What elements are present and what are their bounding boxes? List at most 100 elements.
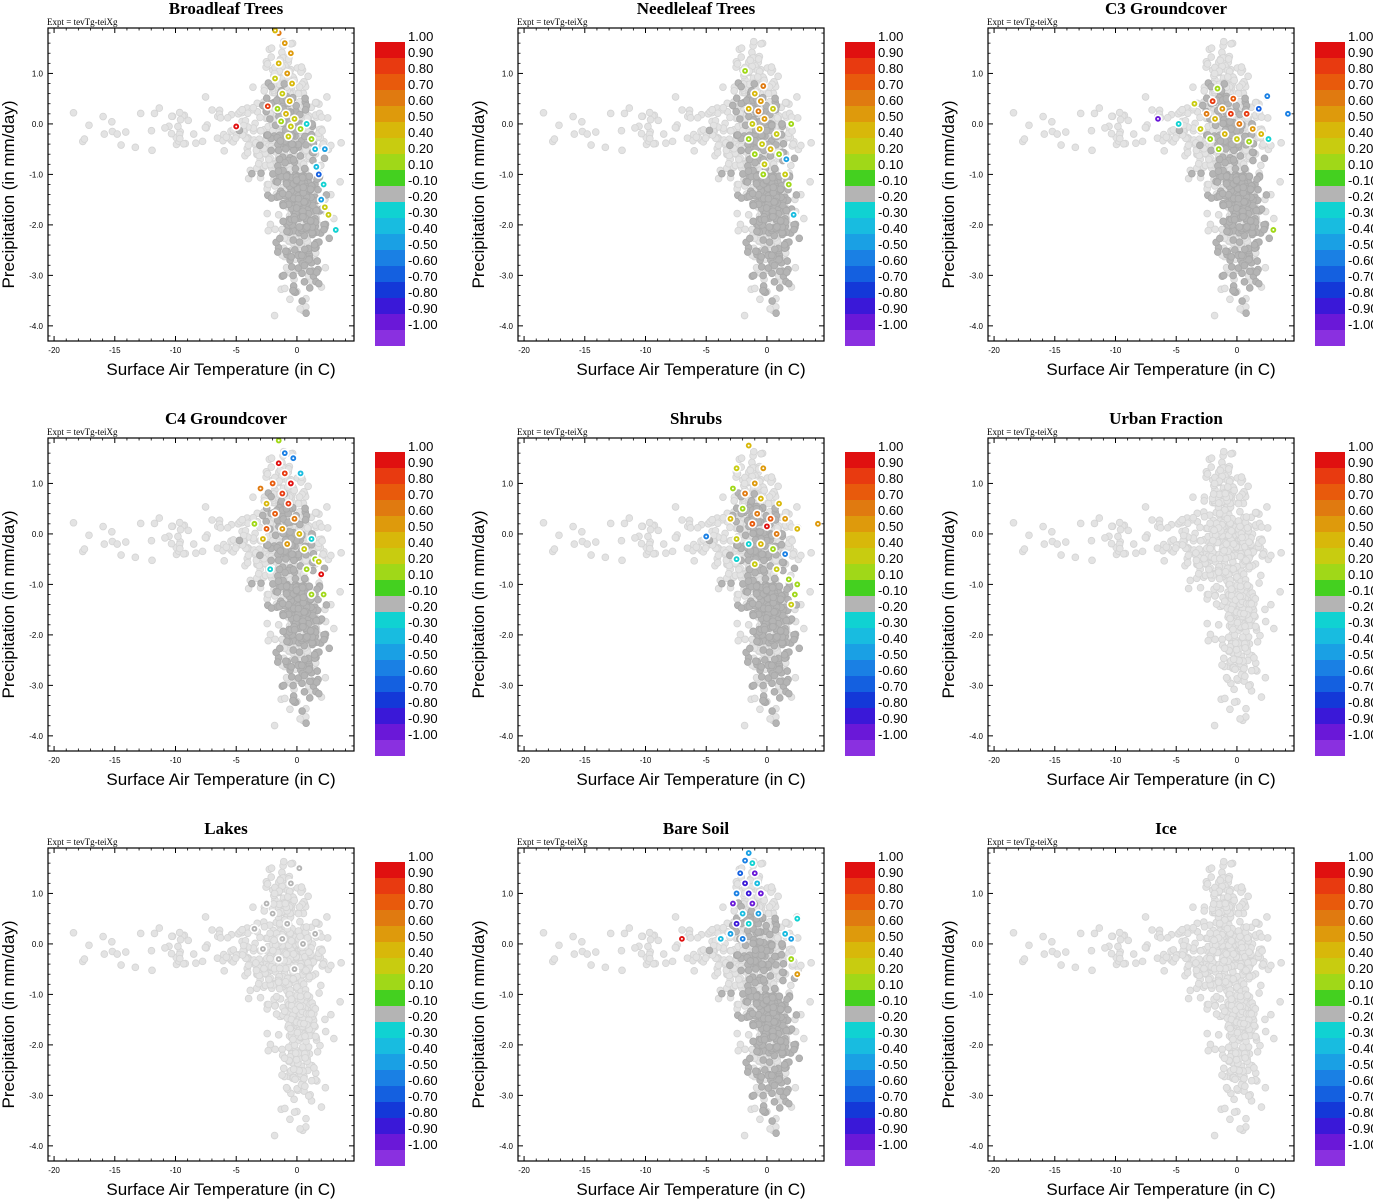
colorbar-label: -1.00 xyxy=(408,317,438,332)
neutral-point xyxy=(298,269,306,278)
neutral-point xyxy=(279,271,288,280)
background-point xyxy=(1214,211,1223,219)
neutral-point xyxy=(765,223,774,231)
scatter-points xyxy=(69,438,345,730)
background-point xyxy=(735,155,743,164)
background-point xyxy=(254,569,263,578)
background-point xyxy=(1207,44,1216,52)
neutral-point xyxy=(306,185,315,194)
data-point-center xyxy=(276,107,279,110)
x-axis-label: Surface Air Temperature (in C) xyxy=(106,360,335,379)
data-point-center xyxy=(1229,112,1232,115)
background-point xyxy=(297,63,306,71)
neutral-point xyxy=(276,234,284,243)
background-point xyxy=(1107,129,1116,138)
neutral-point xyxy=(276,644,284,653)
background-point xyxy=(1270,214,1278,223)
neutral-point xyxy=(303,223,311,231)
background-point xyxy=(740,311,749,320)
colorbar-swatch xyxy=(845,234,875,250)
neutral-point xyxy=(322,601,331,609)
background-point xyxy=(601,143,610,152)
neutral-point xyxy=(1188,169,1196,178)
colorbar-label: -0.40 xyxy=(1348,221,1373,236)
neutral-point xyxy=(743,248,752,256)
neutral-point xyxy=(762,204,771,212)
background-point xyxy=(257,127,265,135)
colorbar-label: -0.40 xyxy=(408,221,438,236)
neutral-point xyxy=(305,172,314,181)
background-point xyxy=(1171,134,1180,142)
background-point xyxy=(239,531,248,540)
x-tick-label: 0 xyxy=(1235,346,1240,355)
colorbar-swatch xyxy=(845,154,875,170)
neutral-point xyxy=(283,227,291,236)
background-point xyxy=(85,121,93,130)
background-point xyxy=(192,139,200,148)
background-point xyxy=(168,522,176,531)
colorbar-label: -0.90 xyxy=(1348,301,1373,316)
background-point xyxy=(1108,112,1116,121)
background-point xyxy=(569,112,577,121)
neutral-point xyxy=(749,271,758,280)
background-point xyxy=(263,60,272,68)
background-point xyxy=(327,551,335,560)
background-point xyxy=(1101,124,1109,132)
neutral-point xyxy=(775,284,784,292)
background-point xyxy=(121,538,130,546)
neutral-point xyxy=(1243,223,1251,231)
background-point xyxy=(136,519,145,528)
neutral-point xyxy=(306,217,315,225)
neutral-point xyxy=(312,268,321,276)
colorbar-swatch xyxy=(1315,186,1345,202)
data-point-center xyxy=(277,62,280,65)
colorbar-label: 0.50 xyxy=(408,109,433,124)
neutral-point xyxy=(1219,271,1228,280)
background-point xyxy=(281,694,289,703)
neutral-point xyxy=(315,279,323,288)
background-point xyxy=(179,549,188,558)
background-point xyxy=(730,87,738,95)
data-point-center xyxy=(283,42,286,45)
background-point xyxy=(176,525,185,534)
background-point xyxy=(1114,122,1122,131)
background-point xyxy=(290,486,299,495)
data-point-center xyxy=(310,138,313,141)
background-point xyxy=(117,141,125,149)
background-point xyxy=(1039,112,1047,121)
background-point xyxy=(176,134,184,143)
neutral-point xyxy=(726,141,734,150)
background-point xyxy=(1237,63,1246,71)
background-point xyxy=(654,116,663,125)
background-point xyxy=(1148,106,1156,114)
neutral-point xyxy=(759,236,767,244)
neutral-point xyxy=(737,99,746,108)
data-point-center xyxy=(744,69,747,72)
background-point xyxy=(113,540,122,548)
x-tick-label: -10 xyxy=(1110,346,1122,355)
background-point xyxy=(1259,140,1267,148)
colorbar-label: -0.60 xyxy=(878,253,908,268)
background-point xyxy=(249,103,258,112)
data-point-center xyxy=(299,127,302,130)
background-point xyxy=(267,454,276,462)
neutral-point xyxy=(287,673,296,681)
colorbar-label: 0.40 xyxy=(878,125,903,140)
neutral-point xyxy=(1221,158,1229,167)
background-point xyxy=(1057,141,1065,149)
background-point xyxy=(249,493,257,501)
colorbar-swatch xyxy=(1315,74,1345,90)
y-tick-label: 1.0 xyxy=(32,69,44,78)
background-point xyxy=(678,106,686,114)
background-point xyxy=(1210,69,1219,78)
data-point-center xyxy=(317,173,320,176)
expt-label: Expt = tevTg-teiXg xyxy=(47,427,118,437)
x-tick-label: -5 xyxy=(1173,346,1181,355)
data-point-center xyxy=(1199,127,1202,130)
colorbar-swatch xyxy=(375,186,405,202)
background-point xyxy=(264,180,273,189)
neutral-point xyxy=(1221,247,1230,256)
colorbar-swatch xyxy=(375,234,405,250)
neutral-point xyxy=(778,120,786,128)
